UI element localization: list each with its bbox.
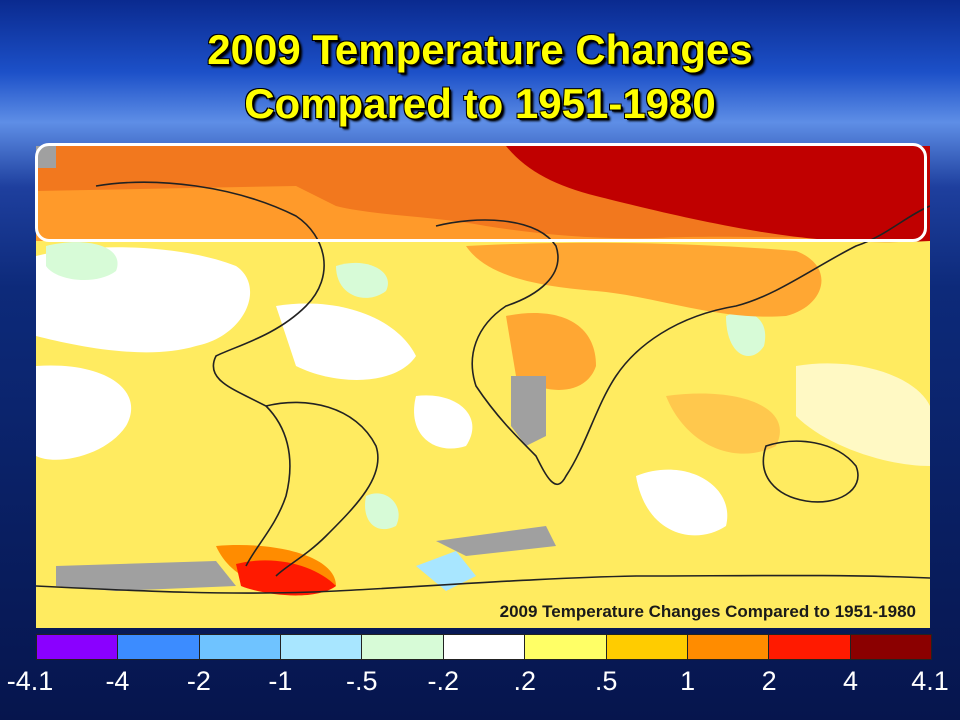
arctic-hot xyxy=(506,146,930,243)
legend-swatch xyxy=(687,635,770,659)
legend-swatch xyxy=(443,635,526,659)
warm-region-indian-ocean xyxy=(666,393,780,454)
legend-swatch xyxy=(199,635,282,659)
legend-tick-label: 4.1 xyxy=(911,666,949,696)
legend-tick-label: 1 xyxy=(680,666,696,696)
warm-region-eurasia xyxy=(466,242,822,317)
no-data-south-pacific xyxy=(56,561,236,591)
warm-region-north-africa xyxy=(506,313,596,390)
legend-tick-label: -1 xyxy=(268,666,293,696)
legend-tick-label: .5 xyxy=(594,666,618,696)
cool-spot-china xyxy=(726,312,766,356)
cold-spot-southern-ocean xyxy=(416,551,476,591)
no-data-south-atlantic xyxy=(436,526,556,556)
title-line-2: Compared to 1951-1980 xyxy=(244,80,716,127)
ocean-neutral-south-atlantic xyxy=(414,395,473,449)
map-graphic xyxy=(36,146,930,628)
ocean-neutral-indian xyxy=(636,469,728,536)
legend-swatch xyxy=(118,635,200,659)
color-scale-legend xyxy=(36,634,932,660)
cool-spot-north-america xyxy=(336,262,388,298)
cool-spot-south-america xyxy=(365,493,399,530)
ocean-neutral-west-pacific xyxy=(796,363,930,466)
legend-tick-labels: -4.1 -4 -2 -1 -.5 -.2 .2 .5 1 2 4 4.1 xyxy=(0,666,960,702)
coastlines xyxy=(36,181,930,594)
legend-tick-label: .2 xyxy=(513,666,536,696)
legend-swatch xyxy=(281,635,363,659)
map-caption: 2009 Temperature Changes Compared to 195… xyxy=(499,602,916,621)
afro-eurasia-coastline xyxy=(435,205,930,485)
cool-spot-north-pacific xyxy=(46,242,118,281)
legend-swatch xyxy=(525,635,607,659)
arctic-highlight-box xyxy=(35,143,927,242)
legend-tick-label: -.2 xyxy=(427,666,460,696)
legend-swatch xyxy=(769,635,851,659)
south-america-coastline xyxy=(265,401,379,577)
hot-spot-antarctic-peninsula xyxy=(236,560,336,596)
legend-tick-label: -2 xyxy=(186,666,211,696)
ocean-neutral-atlantic xyxy=(276,303,416,380)
antarctica-coastline xyxy=(36,574,930,594)
no-data-central-africa xyxy=(511,376,546,446)
title-line-1: 2009 Temperature Changes xyxy=(207,26,753,73)
legend-swatch xyxy=(606,635,688,659)
temperature-anomaly-map: 2009 Temperature Changes Compared to 195… xyxy=(36,146,930,628)
legend-swatch xyxy=(37,635,119,659)
legend-tick-label: -4.1 xyxy=(6,666,54,696)
legend-tick-label: 4 xyxy=(843,666,859,696)
legend-tick-label: -.5 xyxy=(346,666,378,696)
australia-coastline xyxy=(762,440,859,503)
americas-coastline xyxy=(95,181,325,567)
legend-swatch xyxy=(362,635,444,659)
legend-tick-label: -4 xyxy=(105,666,130,696)
ocean-neutral-east-pacific xyxy=(36,365,132,460)
legend-swatch xyxy=(850,635,931,659)
legend-tick-label: 2 xyxy=(761,666,777,696)
